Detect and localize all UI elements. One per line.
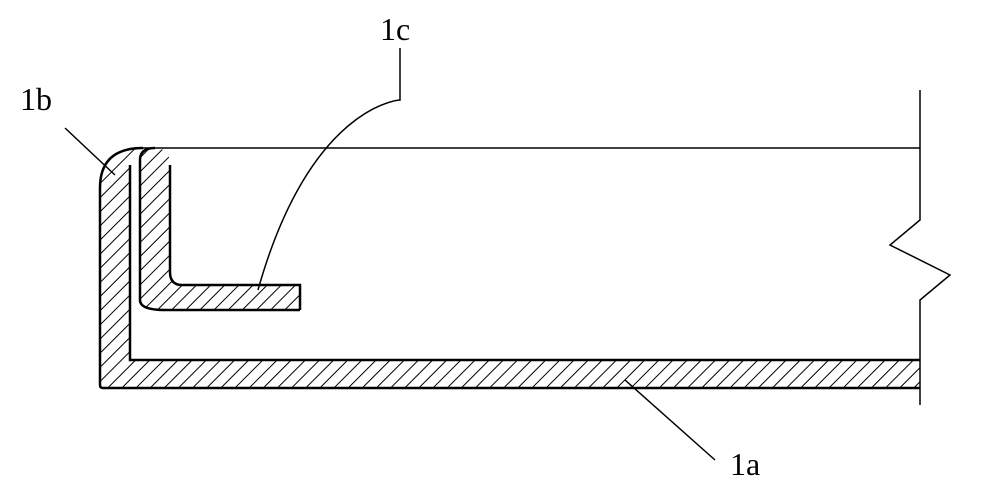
right-break-line [890,90,950,405]
outer-bracket-outline [100,148,920,388]
label-1a: 1a [730,446,760,482]
leader-1c [258,48,400,290]
cross-section-diagram: 1b 1c 1a [0,0,1000,501]
label-1c: 1c [380,11,410,47]
outer-bracket-hatch [100,148,920,388]
leader-1a [625,380,715,460]
label-1b: 1b [20,81,52,117]
leader-1b [65,128,115,175]
